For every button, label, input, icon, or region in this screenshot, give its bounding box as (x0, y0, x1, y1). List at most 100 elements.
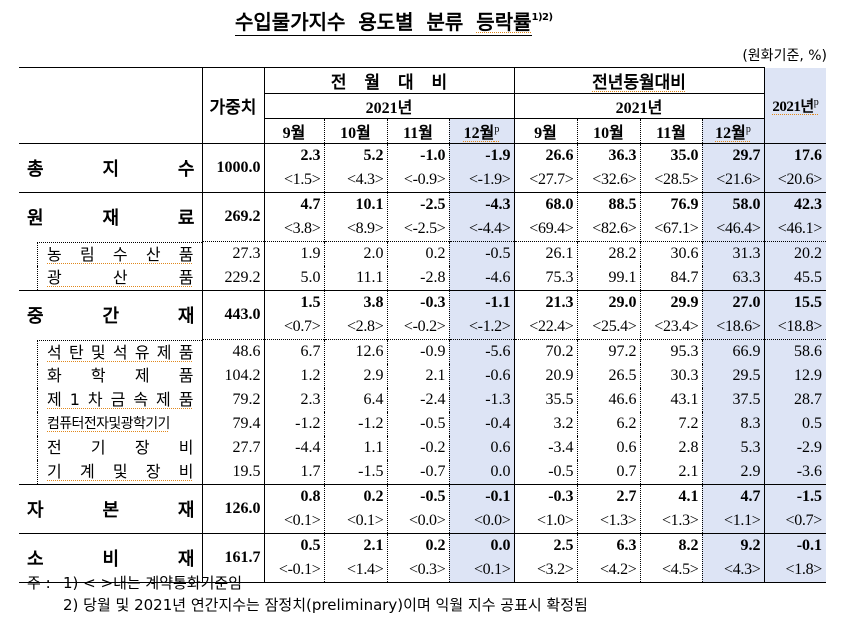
contract-currency-value: <23.4> (654, 318, 699, 335)
change-value: 20.2 (764, 241, 827, 266)
table-row-coal-petroleum-products: 석 탄 및 석 유 제 품 48.6 6.7 12.6 -0.9 -5.6 70… (19, 339, 827, 364)
change-value: 1.1 (324, 436, 388, 460)
contract-currency-value: <20.6> (777, 171, 823, 188)
change-value: 0.5 (300, 537, 321, 554)
change-value: 63.3 (702, 266, 765, 291)
change-value: 3.2 (514, 412, 578, 436)
change-value: 9.2 (740, 537, 761, 554)
change-value: 6.2 (577, 412, 641, 436)
change-value: 1.2 (264, 364, 325, 388)
change-value: 2.8 (640, 436, 703, 460)
contract-currency-value: <-0.1> (278, 561, 321, 578)
contract-currency-value: <1.1> (723, 512, 761, 529)
table-row-mineral-products: 광 산 품 229.2 5.0 11.1 -2.8 -4.6 75.3 99.1… (19, 266, 827, 291)
contract-currency-value: <4.3> (346, 171, 384, 188)
change-value: 5.3 (702, 436, 765, 460)
row-label: 광 산 품 (37, 266, 202, 290)
change-value: 0.2 (387, 241, 450, 266)
change-value: 0.0 (490, 537, 511, 554)
change-value: 5.0 (264, 266, 325, 291)
contract-currency-value: <1.3> (661, 512, 699, 529)
contract-currency-value: <0.0> (473, 512, 511, 529)
change-value: 99.1 (577, 266, 641, 291)
column-header-mom-nov: 11월 (387, 118, 450, 144)
change-value: -2.5 (420, 196, 446, 213)
change-value: 2.0 (324, 241, 388, 266)
row-label: 화 학 제 품 (37, 364, 202, 388)
contract-currency-value: <32.6> (592, 171, 637, 188)
weight-value: 269.2 (202, 192, 265, 242)
change-value: -0.4 (449, 412, 515, 436)
change-value: -1.2 (264, 412, 325, 436)
contract-currency-value: <-0.9> (403, 171, 446, 188)
weight-value: 1000.0 (202, 143, 265, 193)
contract-currency-value: <8.9> (346, 220, 384, 237)
row-label-cell: 컴퓨터전자및광학기기 (19, 412, 203, 436)
contract-currency-value: <-4.4> (468, 220, 511, 237)
contract-currency-value: <0.1> (473, 561, 511, 578)
change-value: 28.2 (577, 241, 641, 266)
change-value: 29.5 (702, 364, 765, 388)
column-header-year-yoy: 2021년 (514, 93, 765, 119)
change-value: -2.8 (387, 266, 450, 291)
change-value: 70.2 (514, 339, 578, 364)
change-value: -0.3 (420, 294, 446, 311)
change-value: 46.6 (577, 388, 641, 412)
contract-currency-value: <4.5> (661, 561, 699, 578)
change-value: 20.9 (514, 364, 578, 388)
annual-year: 2021년 (772, 98, 814, 115)
change-value: 7.2 (640, 412, 703, 436)
change-value: 4.7 (300, 196, 321, 213)
change-value: -0.5 (387, 412, 450, 436)
change-value: 29.0 (608, 294, 637, 311)
price-index-table: 가중치 전 월 대 비 전년동월대비 2021년p 2021년 2021년 9월… (19, 67, 827, 583)
row-label-cell: 전 기 장 비 (19, 436, 203, 460)
change-value: -2.9 (764, 436, 827, 460)
change-value: 2.9 (324, 364, 388, 388)
change-value: 58.6 (764, 339, 827, 364)
change-value: 95.3 (640, 339, 703, 364)
contract-currency-value: <3.2> (536, 561, 574, 578)
weight-value: 27.3 (202, 241, 265, 266)
header-category-blank (19, 67, 203, 144)
contract-currency-value: <-2.5> (403, 220, 446, 237)
contract-currency-value: <1.3> (599, 512, 637, 529)
contract-currency-value: <0.1> (346, 512, 384, 529)
dec-label: 12월p (715, 124, 751, 142)
change-value: 68.0 (545, 196, 574, 213)
change-value: 6.3 (616, 537, 637, 554)
change-value: 75.3 (514, 266, 578, 291)
contract-currency-value: <28.5> (654, 171, 699, 188)
contract-currency-value: <82.6> (592, 220, 637, 237)
change-value: 8.3 (702, 412, 765, 436)
contract-currency-value: <1.4> (346, 561, 384, 578)
table-row-chemical-products: 화 학 제 품 104.2 1.2 2.9 2.1 -0.6 20.9 26.5… (19, 364, 827, 388)
table-row-total-index: 총 지 수 1000.0 2.3 <1.5> 5.2 <4.3> -1.0 <-0.9… (19, 143, 827, 193)
row-label: 소 비 재 (27, 549, 195, 570)
change-value: -0.5 (514, 460, 578, 485)
change-value: -1.5 (324, 460, 388, 485)
contract-currency-value: <67.1> (654, 220, 699, 237)
change-value: 30.3 (640, 364, 703, 388)
row-label: 농 림 수 산 품 (37, 241, 202, 266)
change-value: 10.1 (355, 196, 384, 213)
row-label-cell: 석 탄 및 석 유 제 품 (19, 339, 203, 364)
weight-value: 19.5 (202, 460, 265, 485)
row-label: 자 본 재 (27, 500, 195, 521)
change-value: -1.1 (485, 294, 511, 311)
unit-label: (원화기준, %) (742, 48, 827, 64)
column-header-yoy-dec: 12월p (702, 118, 765, 144)
contract-currency-value: <0.3> (408, 561, 446, 578)
column-group-year-over-year: 전년동월대비 (514, 67, 765, 94)
footnote-prefix: 주 : (27, 574, 51, 592)
contract-currency-value: <1.8> (785, 561, 823, 578)
change-value: 28.7 (764, 388, 827, 412)
row-label-cell: 화 학 제 품 (19, 364, 203, 388)
preliminary-mark: p (813, 96, 819, 108)
change-value: 5.2 (363, 147, 384, 164)
change-value: 17.6 (794, 147, 823, 164)
contract-currency-value: <27.7> (529, 171, 574, 188)
row-label-cell: 광 산 품 (19, 266, 203, 291)
contract-currency-value: <0.0> (408, 512, 446, 529)
contract-currency-value: <-1.9> (468, 171, 511, 188)
